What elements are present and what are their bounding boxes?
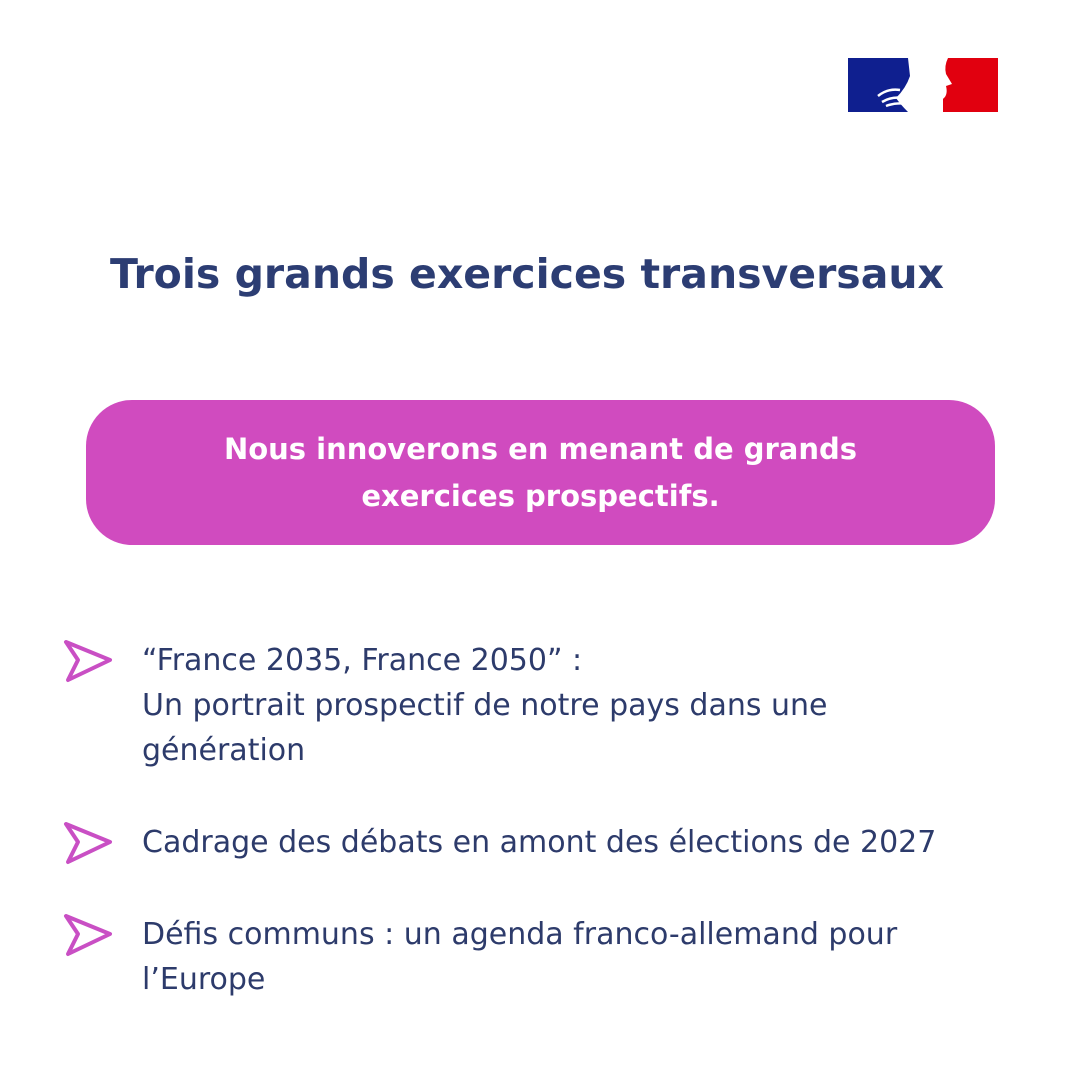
- marianne-logo: [848, 58, 998, 112]
- arrow-outline-icon: [64, 640, 112, 682]
- item-line: Défis communs : un agenda franco-alleman…: [142, 917, 898, 952]
- item-line: génération: [142, 733, 306, 768]
- highlight-banner: Nous innoverons en menant de grands exer…: [86, 400, 995, 545]
- item-line: Cadrage des débats en amont des élection…: [142, 825, 937, 860]
- item-line: “France 2035, France 2050” :: [142, 643, 583, 678]
- banner-text: Nous innoverons en menant de grands exer…: [211, 426, 871, 520]
- arrow-outline-icon: [64, 914, 112, 956]
- item-line: Un portrait prospectif de notre pays dan…: [142, 688, 828, 723]
- page-title: Trois grands exercices transversaux: [110, 250, 944, 298]
- list-item: “France 2035, France 2050” : Un portrait…: [60, 638, 1002, 773]
- list-item-text: Défis communs : un agenda franco-alleman…: [142, 912, 1002, 1002]
- list-item: Défis communs : un agenda franco-alleman…: [60, 912, 1002, 1002]
- arrow-outline-icon: [64, 822, 112, 864]
- banner-line-1: Nous innoverons en menant de grands: [223, 431, 858, 466]
- list-item-text: Cadrage des débats en amont des élection…: [142, 820, 1002, 868]
- item-line: l’Europe: [142, 962, 266, 997]
- list-item: Cadrage des débats en amont des élection…: [60, 820, 1002, 868]
- banner-line-2: exercices prospectifs.: [361, 478, 720, 513]
- list-item-text: “France 2035, France 2050” : Un portrait…: [142, 638, 1002, 773]
